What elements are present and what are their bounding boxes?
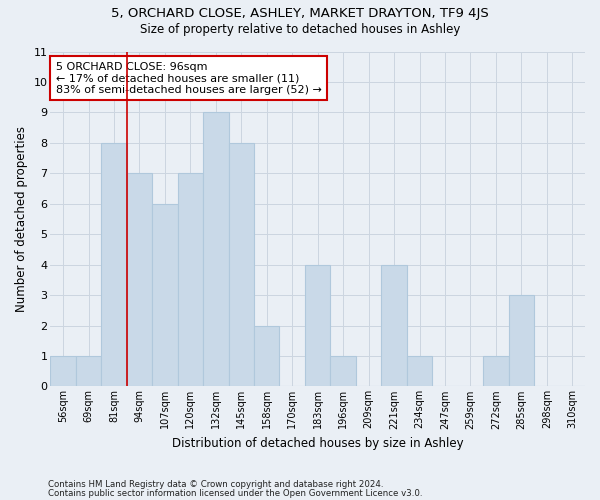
X-axis label: Distribution of detached houses by size in Ashley: Distribution of detached houses by size … [172,437,463,450]
Bar [331,356,356,386]
Bar [305,264,331,386]
Bar [127,174,152,386]
Bar [254,326,280,386]
Text: 5, ORCHARD CLOSE, ASHLEY, MARKET DRAYTON, TF9 4JS: 5, ORCHARD CLOSE, ASHLEY, MARKET DRAYTON… [111,8,489,20]
Bar [178,174,203,386]
Bar [407,356,432,386]
Bar [101,143,127,386]
Text: 5 ORCHARD CLOSE: 96sqm
← 17% of detached houses are smaller (11)
83% of semi-det: 5 ORCHARD CLOSE: 96sqm ← 17% of detached… [56,62,322,94]
Bar [382,264,407,386]
Text: Size of property relative to detached houses in Ashley: Size of property relative to detached ho… [140,22,460,36]
Bar [483,356,509,386]
Bar [152,204,178,386]
Y-axis label: Number of detached properties: Number of detached properties [15,126,28,312]
Bar [76,356,101,386]
Bar [509,295,534,386]
Text: Contains public sector information licensed under the Open Government Licence v3: Contains public sector information licen… [48,490,422,498]
Bar [203,112,229,386]
Text: Contains HM Land Registry data © Crown copyright and database right 2024.: Contains HM Land Registry data © Crown c… [48,480,383,489]
Bar [50,356,76,386]
Bar [229,143,254,386]
